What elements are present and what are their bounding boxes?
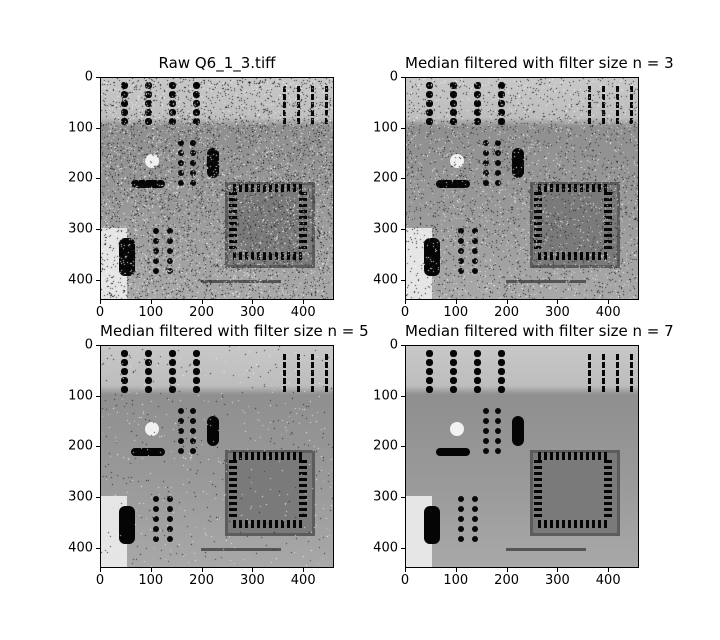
y-tick-label: 0 <box>84 337 93 353</box>
y-tick-label: 0 <box>84 69 93 85</box>
x-tick-label: 200 <box>494 305 520 320</box>
y-tick-label: 200 <box>68 170 93 186</box>
x-tick-mark <box>100 300 101 304</box>
y-tick-label: 300 <box>373 221 398 237</box>
x-tick-label: 100 <box>443 305 469 320</box>
x-tick-mark <box>557 568 559 572</box>
x-tick-mark <box>303 568 305 572</box>
y-tick-mark <box>401 395 405 397</box>
image-frame <box>405 77 639 300</box>
x-tick-label: 400 <box>290 573 316 588</box>
x-tick-mark <box>506 300 508 304</box>
x-tick-mark <box>201 300 203 304</box>
x-tick-mark <box>608 568 610 572</box>
x-tick-mark <box>455 300 457 304</box>
noise-layer <box>406 346 638 567</box>
y-tick-mark <box>96 279 100 281</box>
x-tick-label: 300 <box>239 573 265 588</box>
y-tick-mark <box>401 345 405 346</box>
y-tick-label: 0 <box>389 337 398 353</box>
x-tick-label: 200 <box>189 573 215 588</box>
x-tick-mark <box>150 568 152 572</box>
y-tick-label: 400 <box>373 540 398 556</box>
y-tick-label: 100 <box>68 388 93 404</box>
y-tick-label: 400 <box>373 272 398 288</box>
x-tick-mark <box>252 300 254 304</box>
noise-layer <box>101 346 333 567</box>
image-frame <box>100 345 334 568</box>
x-tick-label: 100 <box>138 573 164 588</box>
x-tick-mark <box>608 300 610 304</box>
y-tick-label: 200 <box>68 438 93 454</box>
x-tick-mark <box>405 568 406 572</box>
y-tick-mark <box>96 446 100 448</box>
y-tick-label: 100 <box>373 388 398 404</box>
y-tick-mark <box>96 229 100 231</box>
image-frame <box>100 77 334 300</box>
panel-title: Median filtered with filter size n = 7 <box>405 322 674 340</box>
y-tick-label: 200 <box>373 170 398 186</box>
x-tick-label: 400 <box>595 573 621 588</box>
x-tick-label: 300 <box>544 305 570 320</box>
y-tick-mark <box>96 345 100 346</box>
panel-title: Raw Q6_1_3.tiff <box>158 54 276 72</box>
y-tick-label: 0 <box>389 69 398 85</box>
y-tick-label: 300 <box>373 489 398 505</box>
y-tick-mark <box>401 497 405 499</box>
noise-layer <box>406 78 638 299</box>
x-tick-label: 300 <box>239 305 265 320</box>
y-tick-label: 100 <box>373 120 398 136</box>
y-tick-label: 300 <box>68 489 93 505</box>
x-tick-label: 0 <box>400 573 410 588</box>
x-tick-mark <box>150 300 152 304</box>
x-tick-mark <box>100 568 101 572</box>
x-tick-mark <box>303 300 305 304</box>
x-tick-label: 100 <box>443 573 469 588</box>
x-tick-mark <box>506 568 508 572</box>
y-tick-mark <box>96 178 100 180</box>
panel-title: Median filtered with filter size n = 5 <box>100 322 369 340</box>
x-tick-label: 300 <box>544 573 570 588</box>
x-tick-label: 200 <box>494 573 520 588</box>
y-tick-mark <box>401 547 405 549</box>
image-frame <box>405 345 639 568</box>
x-tick-mark <box>405 300 406 304</box>
y-tick-label: 100 <box>68 120 93 136</box>
noise-layer <box>101 78 333 299</box>
x-tick-label: 0 <box>400 305 410 320</box>
y-tick-label: 400 <box>68 272 93 288</box>
x-tick-label: 0 <box>95 305 105 320</box>
y-tick-mark <box>96 497 100 499</box>
x-tick-mark <box>252 568 254 572</box>
x-tick-label: 400 <box>595 305 621 320</box>
x-tick-mark <box>557 300 559 304</box>
y-tick-mark <box>401 178 405 180</box>
y-tick-label: 200 <box>373 438 398 454</box>
y-tick-mark <box>401 446 405 448</box>
x-tick-label: 400 <box>290 305 316 320</box>
x-tick-label: 0 <box>95 573 105 588</box>
y-tick-mark <box>401 77 405 78</box>
x-tick-label: 200 <box>189 305 215 320</box>
panel-title: Median filtered with filter size n = 3 <box>405 54 674 72</box>
y-tick-mark <box>401 127 405 129</box>
y-tick-mark <box>401 279 405 281</box>
y-tick-mark <box>96 547 100 549</box>
y-tick-mark <box>96 77 100 78</box>
x-tick-mark <box>201 568 203 572</box>
x-tick-mark <box>455 568 457 572</box>
y-tick-mark <box>401 229 405 231</box>
x-tick-label: 100 <box>138 305 164 320</box>
y-tick-label: 400 <box>68 540 93 556</box>
y-tick-label: 300 <box>68 221 93 237</box>
y-tick-mark <box>96 395 100 397</box>
y-tick-mark <box>96 127 100 129</box>
